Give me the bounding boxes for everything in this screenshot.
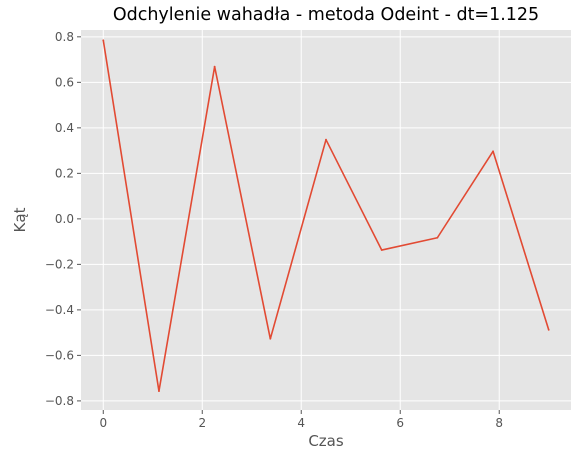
data-point bbox=[158, 390, 160, 393]
y-axis-label: Kąt bbox=[11, 207, 29, 232]
axis-ticks: 0 2 4 6 8 −0.8 −0.6 −0.4 −0.2 0.0 0.2 0.4 0.6 0.8 bbox=[45, 30, 503, 430]
x-axis-label: Czas bbox=[308, 432, 344, 450]
y-tick-label: −0.2 bbox=[45, 257, 74, 271]
y-tick-label: 0.8 bbox=[55, 30, 74, 44]
y-tick-label: −0.4 bbox=[45, 303, 74, 317]
y-tick-label: −0.6 bbox=[45, 348, 74, 362]
data-point bbox=[102, 39, 105, 42]
y-tick-label: 0.0 bbox=[55, 212, 74, 226]
x-tick-label: 6 bbox=[396, 416, 404, 430]
data-point bbox=[492, 150, 494, 153]
x-tick-label: 8 bbox=[495, 416, 503, 430]
series-layer bbox=[102, 39, 550, 393]
data-point bbox=[213, 65, 216, 68]
x-tick-label: 2 bbox=[198, 416, 206, 430]
grid-lines bbox=[81, 30, 571, 410]
data-point bbox=[547, 329, 550, 331]
y-tick-label: 0.6 bbox=[55, 75, 74, 89]
data-point bbox=[269, 337, 272, 340]
y-tick-label: 0.4 bbox=[55, 121, 74, 135]
data-point bbox=[325, 138, 327, 141]
data-point bbox=[380, 249, 383, 251]
plot-area-background bbox=[81, 30, 571, 410]
chart-title: Odchylenie wahadła - metoda Odeint - dt=… bbox=[113, 5, 539, 25]
data-point bbox=[436, 236, 439, 239]
x-tick-label: 0 bbox=[99, 416, 107, 430]
x-tick-label: 4 bbox=[297, 416, 305, 430]
y-tick-label: −0.8 bbox=[45, 394, 74, 408]
y-tick-label: 0.2 bbox=[55, 166, 74, 180]
